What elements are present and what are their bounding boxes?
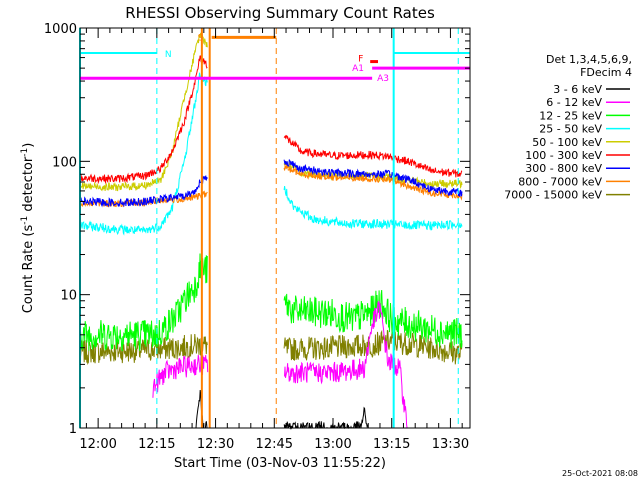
flare-label: F xyxy=(358,55,363,65)
y-axis-label-sup1: -1 xyxy=(20,216,30,225)
x-axis-label: Start Time (03-Nov-03 11:55:22) xyxy=(174,456,386,471)
series-line-300-800keV xyxy=(79,159,463,208)
y-tick-label: 1000 xyxy=(44,22,77,37)
attenuator-label-0: A1 xyxy=(352,64,364,74)
y-tick-label: 100 xyxy=(52,155,77,170)
plot-area: N S A1 A3 F xyxy=(79,28,470,430)
saa-label: S xyxy=(198,33,204,43)
y-tick-label: 1 xyxy=(69,422,77,437)
x-tick-label: 13:15 xyxy=(373,437,410,452)
legend-label: 12 - 25 keV xyxy=(539,109,602,122)
y-axis-label-mid: detector xyxy=(21,156,36,216)
night-label: N xyxy=(165,50,172,60)
x-tick-label: 12:30 xyxy=(197,437,234,452)
legend-label: 50 - 100 keV xyxy=(532,136,602,149)
legend-title-line1: Det 1,3,4,5,6,9, xyxy=(546,53,632,66)
legend-label: 300 - 800 keV xyxy=(525,162,602,175)
x-tick-label: 13:30 xyxy=(432,437,469,452)
y-axis-label-sup2: -1 xyxy=(20,148,30,157)
y-axis-label: Count Rate (s-1 detector-1) xyxy=(20,143,36,314)
legend-label: 6 - 12 keV xyxy=(546,96,602,109)
x-tick-label: 12:45 xyxy=(256,437,293,452)
x-tick-label: 12:00 xyxy=(79,437,116,452)
series-line-100-300keV xyxy=(79,55,463,185)
plot-frame xyxy=(79,27,471,429)
chart-title: RHESSI Observing Summary Count Rates xyxy=(125,4,435,22)
legend-label: 800 - 7000 keV xyxy=(518,175,602,188)
series-line-6-12keV xyxy=(152,300,408,429)
x-tick-label: 13:00 xyxy=(314,437,351,452)
legend-title-line2: FDecim 4 xyxy=(580,66,632,79)
series-line-25-50keV xyxy=(79,72,463,236)
footer-date: 25-Oct-2021 08:08 xyxy=(562,469,638,478)
legend-label: 7000 - 15000 keV xyxy=(504,189,602,202)
x-tick-label: 12:15 xyxy=(138,437,175,452)
legend-label: 25 - 50 keV xyxy=(539,123,602,136)
legend-label: 3 - 6 keV xyxy=(553,83,602,96)
legend-label: 100 - 300 keV xyxy=(525,149,602,162)
axes: 1 10 100 1000 12:00 12:15 12:30 12:45 13:00 13:15… xyxy=(44,22,470,452)
series-line-7000-15000keV xyxy=(79,329,463,365)
y-tick-label: 10 xyxy=(60,289,77,304)
y-axis-label-end: ) xyxy=(21,143,36,148)
y-axis-label-main: Count Rate (s xyxy=(21,225,36,314)
attenuator-label-1: A3 xyxy=(377,74,389,84)
